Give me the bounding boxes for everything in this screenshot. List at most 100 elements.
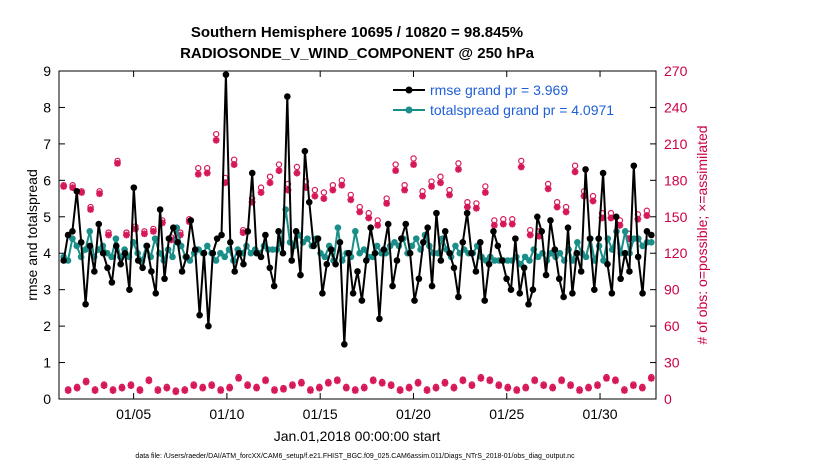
obs-assimilated-stroke [455,166,462,173]
rmse-point [617,275,624,283]
obs-possible-marker [212,130,220,138]
rmse-point [248,169,256,177]
chart-title-line2: RADIOSONDE_V_WIND_COMPONENT @ 250 hPa [180,45,535,62]
totalspread-point [221,253,229,261]
rmse-point [643,228,651,235]
totalspread-point [86,228,94,235]
rmse-point [279,249,287,257]
obs-assimilated-marker [73,384,81,392]
rmse-point [503,275,510,283]
left-tick-label: 0 [43,391,51,407]
totalspread-point [373,242,381,250]
left-tick-label: 9 [43,63,51,79]
x-tick-label: 01/20 [396,406,431,422]
rmse-point [591,286,598,293]
obs-assimilated-stroke [87,206,94,213]
rmse-point [270,282,278,290]
obs-assimilated-marker [109,387,117,394]
obs-assimilated-stroke [571,168,579,175]
obs-possible-marker [392,161,399,168]
obs-assimilated-marker [289,382,296,390]
obs-assimilated-stroke [91,387,99,394]
obs-assimilated-stroke [329,186,336,194]
totalspread-point [521,253,529,261]
obs-possible-marker [437,173,444,180]
totalspread-point [151,235,159,242]
rmse-point [525,300,532,308]
rmse-point [117,260,124,268]
obs-assimilated-stroke [136,387,144,394]
obs-assimilated-stroke [73,384,81,392]
x-tick-label: 01/30 [583,406,618,422]
obs-assimilated-stroke [105,231,112,239]
totalspread-point [212,257,220,264]
obs-assimilated-marker [91,387,99,394]
obs-assimilated-stroke [365,214,372,222]
rmse-point [227,238,234,246]
x-axis-label: Jan.01,2018 00:00:00 start [274,428,441,444]
rmse-point [99,249,107,257]
obs-assimilated-marker [481,189,489,196]
obs-assimilated-stroke [643,212,651,219]
obs-assimilated-stroke [545,185,552,192]
obs-assimilated-marker [419,192,426,200]
rmse-point [595,235,603,242]
obs-assimilated-stroke [464,203,471,211]
obs-assimilated-stroke [141,230,148,237]
rmse-point [178,268,186,275]
obs-assimilated-stroke [96,190,103,197]
obs-assimilated-marker [208,382,216,390]
obs-assimilated-stroke [486,377,493,384]
obs-assimilated-marker [257,189,265,196]
obs-assimilated-marker [82,378,90,386]
obs-assimilated-marker [127,382,135,390]
totalspread-point [334,224,342,232]
left-tick-label: 2 [43,318,51,334]
rmse-point [604,260,611,268]
obs-assimilated-stroke [244,382,251,389]
rmse-point [95,220,103,228]
totalspread-point [356,249,363,257]
obs-assimilated-stroke [419,192,426,200]
obs-assimilated-stroke [473,205,480,212]
obs-assimilated-marker [136,387,144,394]
obs-assimilated-marker [396,387,404,394]
obs-assimilated-marker [320,195,328,202]
obs-assimilated-stroke [172,388,179,395]
rmse-point [428,282,436,290]
obs-assimilated-stroke [289,382,296,389]
rmse-point [209,249,217,257]
rmse-point [538,228,545,235]
obs-assimilated-stroke [163,384,170,392]
rmse-point [516,290,524,297]
obs-assimilated-marker [562,208,570,216]
rmse-point [112,242,120,250]
rmse-point [582,166,589,173]
obs-assimilated-stroke [549,384,556,392]
rmse-point [608,290,616,297]
rmse-series [60,71,655,348]
rmse-point [196,311,203,319]
rmse-point [104,264,111,272]
obs-assimilated-marker [311,192,319,200]
rmse-point [476,238,484,246]
rmse-point [424,224,431,232]
rmse-point [275,228,282,235]
obs-assimilated-stroke [607,214,615,222]
rmse-point [73,187,81,195]
obs-assimilated-stroke [558,377,565,384]
obs-assimilated-marker [401,186,409,194]
obs-assimilated-marker [87,206,94,213]
totalspread-point [69,235,76,242]
totalspread-point [408,242,416,250]
obs-assimilated-stroke [311,192,319,200]
rmse-point [393,257,401,264]
rmse-point [240,260,247,268]
obs-assimilated-marker [226,384,234,392]
obs-assimilated-marker [60,183,68,190]
obs-assimilated-marker [105,231,112,239]
obs-assimilated-marker [495,382,503,390]
obs-assimilated-stroke [154,387,162,394]
obs-assimilated-marker [553,203,561,211]
obs-assimilated-stroke [531,377,538,384]
